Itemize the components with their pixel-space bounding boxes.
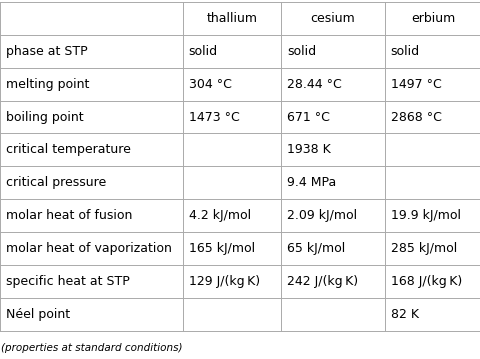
Text: melting point: melting point: [6, 78, 89, 90]
Text: 2.09 kJ/mol: 2.09 kJ/mol: [287, 209, 357, 222]
Text: 19.9 kJ/mol: 19.9 kJ/mol: [390, 209, 460, 222]
Text: solid: solid: [390, 45, 419, 58]
Text: 671 °C: 671 °C: [287, 111, 329, 123]
Text: solid: solid: [188, 45, 217, 58]
Text: solid: solid: [287, 45, 316, 58]
Text: (properties at standard conditions): (properties at standard conditions): [1, 343, 182, 353]
Text: 242 J/(kg K): 242 J/(kg K): [287, 275, 358, 288]
Text: 9.4 MPa: 9.4 MPa: [287, 176, 336, 189]
Text: critical temperature: critical temperature: [6, 144, 131, 157]
Text: thallium: thallium: [206, 12, 257, 25]
Text: 1473 °C: 1473 °C: [188, 111, 239, 123]
Text: Néel point: Néel point: [6, 308, 70, 321]
Text: 304 °C: 304 °C: [188, 78, 231, 90]
Text: 1938 K: 1938 K: [287, 144, 330, 157]
Text: erbium: erbium: [410, 12, 454, 25]
Text: 1497 °C: 1497 °C: [390, 78, 441, 90]
Text: boiling point: boiling point: [6, 111, 83, 123]
Text: 285 kJ/mol: 285 kJ/mol: [390, 242, 456, 255]
Text: specific heat at STP: specific heat at STP: [6, 275, 129, 288]
Text: 82 K: 82 K: [390, 308, 418, 321]
Text: 2868 °C: 2868 °C: [390, 111, 441, 123]
Text: critical pressure: critical pressure: [6, 176, 106, 189]
Text: 168 J/(kg K): 168 J/(kg K): [390, 275, 461, 288]
Text: molar heat of fusion: molar heat of fusion: [6, 209, 132, 222]
Text: cesium: cesium: [310, 12, 355, 25]
Text: 65 kJ/mol: 65 kJ/mol: [287, 242, 345, 255]
Text: 165 kJ/mol: 165 kJ/mol: [188, 242, 254, 255]
Text: phase at STP: phase at STP: [6, 45, 87, 58]
Text: 4.2 kJ/mol: 4.2 kJ/mol: [188, 209, 250, 222]
Text: 129 J/(kg K): 129 J/(kg K): [188, 275, 259, 288]
Text: 28.44 °C: 28.44 °C: [287, 78, 341, 90]
Text: molar heat of vaporization: molar heat of vaporization: [6, 242, 171, 255]
